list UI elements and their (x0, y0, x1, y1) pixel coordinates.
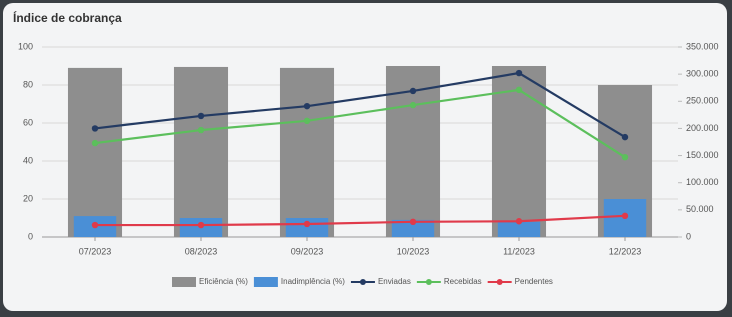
bar (280, 68, 334, 237)
point (516, 70, 522, 76)
legend-swatch (360, 279, 366, 285)
legend-swatch (497, 279, 503, 285)
point (410, 88, 416, 94)
y-tick-label: 20 (23, 193, 33, 203)
legend-label: Enviadas (378, 277, 411, 286)
point (304, 221, 310, 227)
point (516, 218, 522, 224)
x-tick-label: 08/2023 (185, 246, 218, 256)
y2-tick-label: 0 (686, 231, 691, 241)
y2-tick-label: 50.000 (686, 204, 714, 214)
y2-tick-label: 100.000 (686, 177, 719, 187)
point (304, 103, 310, 109)
point (198, 113, 204, 119)
y-tick-label: 80 (23, 79, 33, 89)
point (92, 125, 98, 131)
point (92, 222, 98, 228)
y2-tick-label: 300.000 (686, 69, 719, 79)
point (410, 102, 416, 108)
y-tick-label: 60 (23, 117, 33, 127)
legend-swatch (172, 277, 196, 287)
legend-label: Inadimplência (%) (281, 277, 345, 286)
point (622, 134, 628, 140)
legend-label: Eficiência (%) (199, 277, 248, 286)
x-tick-label: 12/2023 (609, 246, 642, 256)
page: {"chart_data": {"type": "combo", "title"… (0, 0, 732, 317)
point (410, 219, 416, 225)
legend-swatch (254, 277, 278, 287)
point (622, 154, 628, 160)
chart-title: Índice de cobrança (13, 10, 122, 25)
legend-swatch (426, 279, 432, 285)
point (198, 127, 204, 133)
point (516, 87, 522, 93)
y-tick-label: 0 (28, 231, 33, 241)
bar (174, 67, 228, 237)
y2-tick-label: 250.000 (686, 96, 719, 106)
y-tick-label: 100 (18, 41, 33, 51)
y-tick-label: 40 (23, 155, 33, 165)
y2-tick-label: 200.000 (686, 123, 719, 133)
point (92, 140, 98, 146)
bar (68, 68, 122, 237)
legend-label: Pendentes (515, 277, 553, 286)
y2-tick-label: 350.000 (686, 41, 719, 51)
x-tick-label: 11/2023 (503, 246, 535, 256)
legend-label: Recebidas (444, 277, 482, 286)
point (198, 222, 204, 228)
y2-tick-label: 150.000 (686, 150, 719, 160)
x-tick-label: 09/2023 (291, 246, 324, 256)
x-tick-label: 07/2023 (79, 246, 112, 256)
x-tick-label: 10/2023 (397, 246, 430, 256)
point (304, 118, 310, 124)
point (622, 213, 628, 219)
chart: Índice de cobrança 0 20 40 60 80 100 0 50.000 10… (0, 0, 732, 317)
